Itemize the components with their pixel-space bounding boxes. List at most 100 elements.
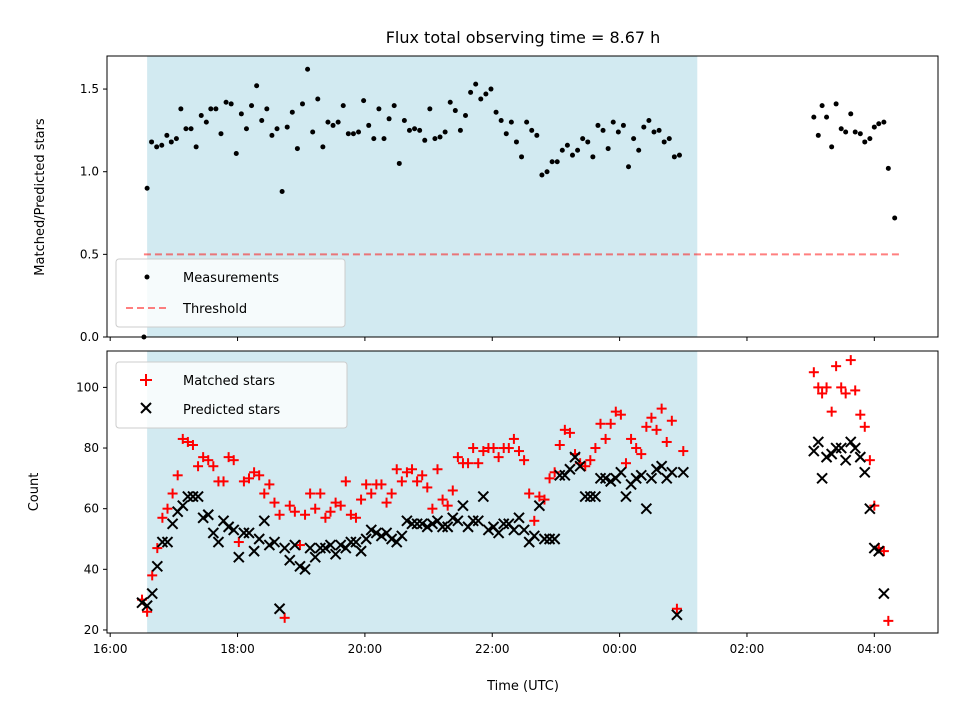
predicted-point: [375, 530, 388, 542]
measurement-point: [208, 106, 214, 112]
matched-point: [396, 476, 407, 487]
measurement-point: [422, 137, 428, 143]
matched-point: [610, 406, 621, 417]
bottom-panel: 20 40 60 80 100 16:00 18:00 20:00 22:00 00:00 02:…: [27, 350, 939, 694]
predicted-point: [141, 600, 153, 612]
matched-point: [432, 464, 443, 475]
predicted-point: [808, 445, 820, 457]
measurement-point: [493, 109, 499, 115]
predicted-point: [161, 536, 174, 548]
predicted-point: [569, 451, 581, 463]
matched-point: [678, 446, 689, 457]
matched-point: [840, 388, 851, 399]
predicted-point: [835, 442, 847, 454]
measurement-point: [178, 106, 184, 112]
measurement-point: [508, 119, 514, 125]
measurement-point: [468, 89, 474, 95]
predicted-point: [849, 442, 861, 454]
legend-predicted-marker: [140, 402, 152, 414]
matched-point: [162, 503, 173, 514]
predicted-point: [294, 560, 306, 572]
predicted-point: [187, 490, 199, 503]
matched-point: [422, 482, 433, 493]
measurement-point: [452, 108, 458, 114]
measurement-point: [274, 126, 280, 132]
measurement-point: [656, 127, 662, 133]
measurement-point: [661, 139, 667, 145]
measurement-point: [188, 126, 194, 132]
matched-point: [855, 409, 866, 420]
matched-point: [345, 509, 356, 520]
bottom-y-tick-label: 100: [76, 380, 99, 394]
matched-point: [831, 361, 842, 372]
measurement-point: [299, 101, 305, 107]
legend-predicted-label: Predicted stars: [183, 403, 280, 418]
predicted-point: [385, 533, 398, 545]
measurement-point: [498, 117, 504, 123]
predicted-point: [554, 469, 566, 482]
measurement-point: [396, 160, 402, 166]
measurement-point: [885, 165, 891, 171]
matched-point: [177, 433, 188, 444]
matched-point: [524, 488, 535, 499]
measurement-point: [447, 99, 453, 105]
predicted-point: [630, 472, 642, 485]
bottom-x-tick-label: 04:00: [857, 642, 892, 656]
matched-point: [488, 443, 499, 454]
top-y-tick-label: 1.5: [80, 82, 99, 96]
matched-point: [386, 488, 397, 499]
measurement-point: [503, 131, 509, 137]
predicted-point: [640, 502, 653, 515]
predicted-point: [212, 536, 225, 548]
measurement-point: [310, 129, 316, 135]
measurement-point: [838, 126, 844, 132]
matched-point: [289, 506, 300, 517]
measurement-point: [862, 139, 868, 145]
matched-point: [244, 473, 255, 484]
top-panel: 0.0 0.5 1.0 1.5 Matched/Predicted stars Mea…: [33, 55, 939, 344]
measurement-point: [529, 127, 535, 133]
legend-matched-marker: [140, 374, 152, 386]
top-legend-box: [115, 258, 346, 328]
measurement-point: [330, 122, 336, 128]
bottom-legend: Matched stars Predicted stars: [115, 361, 348, 429]
predicted-point: [599, 472, 612, 485]
predicted-point: [202, 509, 214, 521]
matched-point: [554, 440, 565, 450]
measurement-point: [269, 132, 275, 138]
predicted-point: [825, 448, 838, 460]
legend-threshold-label: Threshold: [182, 302, 247, 317]
measurement-point: [149, 139, 155, 145]
measurement-point: [676, 152, 682, 158]
measurement-point: [646, 117, 652, 123]
predicted-point: [258, 515, 270, 527]
matched-point: [661, 436, 672, 447]
bottom-x-tick-label: 18:00: [220, 642, 255, 656]
bottom-x-tick-label: 22:00: [475, 642, 510, 656]
measurement-point: [631, 136, 637, 142]
matched-point: [478, 446, 489, 457]
predicted-point: [436, 521, 449, 533]
matched-point: [651, 424, 662, 435]
predicted-point: [222, 521, 235, 533]
measurement-point: [641, 124, 647, 130]
measurement-point: [366, 122, 372, 128]
predicted-point: [355, 545, 367, 557]
predicted-point: [350, 536, 362, 548]
matched-point: [808, 367, 819, 378]
measurement-point: [811, 114, 817, 120]
predicted-point: [594, 472, 607, 485]
bottom-legend-box: [115, 361, 348, 429]
predicted-point: [396, 530, 408, 542]
measurement-point: [666, 136, 672, 142]
matched-point: [310, 503, 321, 514]
measurement-point: [228, 101, 234, 107]
bottom-x-tick-label: 16:00: [93, 642, 128, 656]
predicted-point: [518, 524, 530, 536]
count-points: [136, 355, 894, 626]
matched-point: [508, 433, 519, 444]
matched-point: [869, 500, 880, 511]
matched-point: [631, 443, 642, 454]
matched-point: [503, 443, 514, 454]
